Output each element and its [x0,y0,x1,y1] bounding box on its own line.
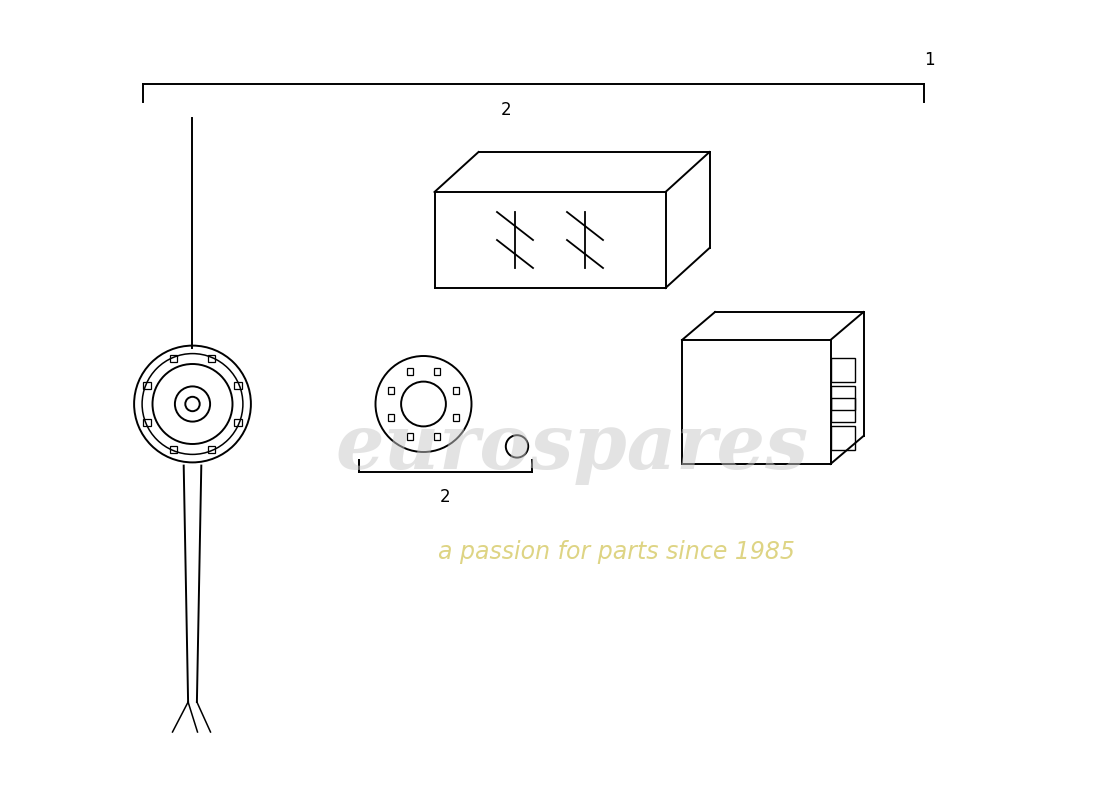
Bar [143,382,151,389]
Bar [170,446,177,453]
Bar [433,434,440,440]
Bar [830,358,855,382]
Bar [407,368,414,374]
Bar [453,387,459,394]
Bar [830,398,855,422]
Bar [170,355,177,362]
Bar [388,387,394,394]
Bar [433,368,440,374]
Bar [830,426,855,450]
Text: 2: 2 [440,488,451,506]
Bar [208,355,214,362]
Text: eurospares: eurospares [336,411,808,485]
Text: a passion for parts since 1985: a passion for parts since 1985 [438,540,794,564]
Bar [407,434,414,440]
Bar [208,446,214,453]
Text: 1: 1 [924,51,935,69]
Bar [388,414,394,421]
Bar [234,419,242,426]
Bar [143,419,151,426]
Bar [830,386,855,410]
Text: 2: 2 [500,102,512,119]
Bar [234,382,242,389]
Bar [453,414,459,421]
